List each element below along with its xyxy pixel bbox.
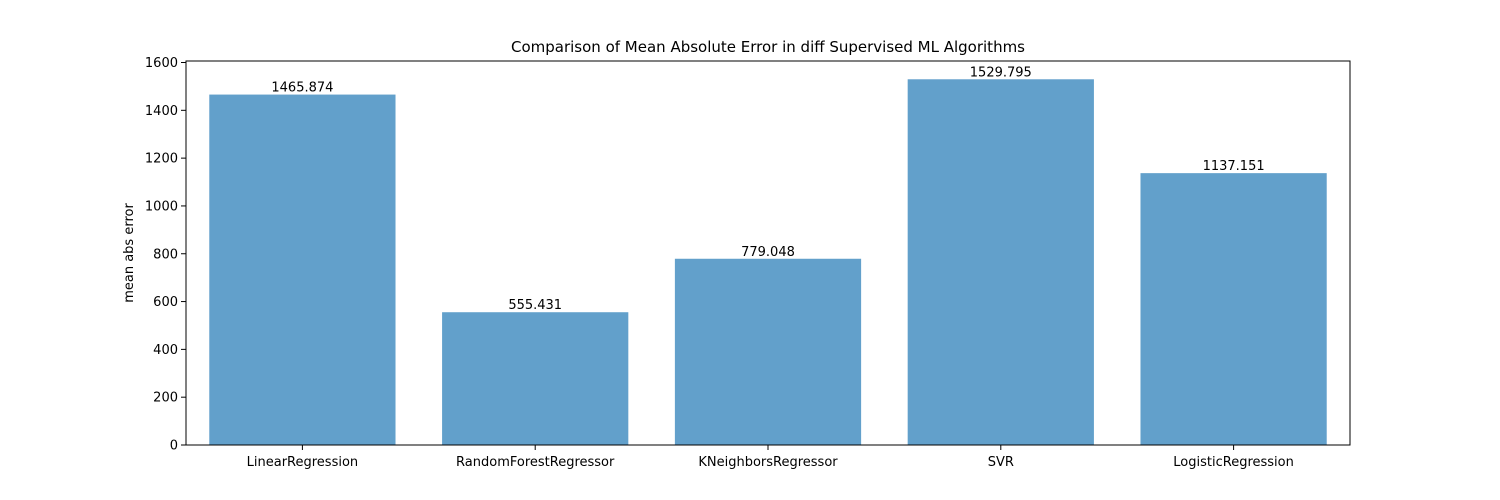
- x-tick-label-LogisticRegression: LogisticRegression: [1173, 455, 1294, 470]
- chart-title: Comparison of Mean Absolute Error in dif…: [511, 38, 1025, 56]
- y-tick-label-800: 800: [153, 247, 178, 262]
- y-tick-label-1400: 1400: [145, 104, 178, 119]
- x-tick-label-LinearRegression: LinearRegression: [247, 455, 359, 470]
- plot-frame: [185, 60, 1351, 446]
- x-tick-label-KNeighborsRegressor: KNeighborsRegressor: [698, 455, 838, 470]
- bars-group: [209, 79, 1327, 445]
- y-tick-label-1200: 1200: [145, 152, 178, 167]
- data-labels-group: 1465.874 555.431 779.048 1529.795 1137.151: [271, 65, 1264, 313]
- y-tick-label-1000: 1000: [145, 199, 178, 214]
- y-tick-label-600: 600: [153, 295, 178, 310]
- data-label-KNeighborsRegressor: 779.048: [741, 245, 795, 260]
- data-label-SVR: 1529.795: [970, 65, 1032, 80]
- y-tick-label-0: 0: [170, 439, 178, 454]
- y-tick-label-400: 400: [153, 343, 178, 358]
- x-axis: LinearRegression RandomForestRegressor KNe…: [247, 445, 1294, 470]
- bar-KNeighborsRegressor: [674, 258, 862, 445]
- y-tick-label-1600: 1600: [145, 56, 178, 71]
- bar-LogisticRegression: [1140, 173, 1327, 445]
- y-axis: 0 200 400 600 800 1000 1200 1400 1600: [145, 56, 186, 454]
- bar-RandomForestRegressor: [442, 312, 629, 445]
- data-label-RandomForestRegressor: 555.431: [508, 298, 562, 313]
- y-tick-label-200: 200: [153, 391, 178, 406]
- x-tick-label-SVR: SVR: [988, 455, 1014, 470]
- y-axis-label: mean abs error: [122, 203, 137, 303]
- data-label-LogisticRegression: 1137.151: [1203, 159, 1265, 174]
- bar-LinearRegression: [209, 94, 396, 445]
- bar-SVR: [907, 79, 1094, 445]
- x-tick-label-RandomForestRegressor: RandomForestRegressor: [456, 455, 615, 470]
- data-label-LinearRegression: 1465.874: [271, 81, 333, 96]
